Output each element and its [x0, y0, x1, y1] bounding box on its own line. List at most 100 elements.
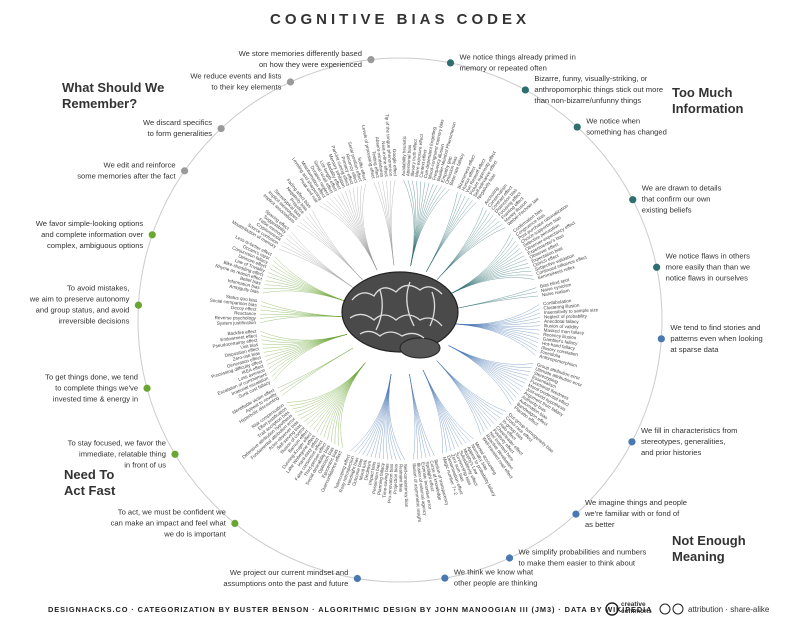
quadrant-label: Too Much — [672, 85, 732, 100]
group-description: as better — [585, 520, 615, 529]
branch-line — [388, 374, 406, 461]
bias-name: Confabulation — [543, 298, 572, 306]
group-description: existing beliefs — [642, 206, 692, 215]
group-dot — [629, 196, 637, 204]
group-description: at sparse data — [670, 345, 719, 354]
group-description: irreversible decisions — [59, 317, 130, 326]
bias-name: Pro-innovation bias — [387, 463, 394, 503]
group-description: and group status, and avoid — [36, 306, 130, 315]
group-description: something has changed — [586, 128, 667, 137]
branch-line — [409, 374, 431, 457]
bias-name: Pessimism bias — [371, 461, 381, 494]
branch-line — [319, 205, 378, 271]
group-description: we're familiar with or fond of — [584, 509, 680, 518]
group-description: complex, ambiguous options — [47, 241, 143, 250]
quadrant-label: What Should We — [62, 80, 164, 95]
group-dot — [143, 384, 151, 392]
group-description: can make an impact and feel what — [111, 518, 227, 527]
group-dot — [446, 59, 455, 67]
bias-name: Hot-hand fallacy — [542, 341, 576, 351]
group-dot — [231, 519, 239, 528]
bias-name: Planning fallacy — [377, 462, 386, 495]
branch-line — [448, 234, 511, 295]
bias-name: Impact bias — [367, 461, 376, 486]
branch-line — [329, 198, 378, 271]
group-description: other people are thinking — [454, 579, 538, 588]
group-description: assumptions onto the past and future — [223, 579, 348, 588]
branch-line — [410, 184, 438, 267]
group-dot — [367, 56, 375, 64]
group-description: to make them easier to think about — [519, 559, 636, 568]
bias-name: Google effect — [392, 149, 398, 177]
group-dot — [171, 450, 179, 458]
group-dot — [353, 574, 361, 583]
group-dot — [181, 167, 189, 175]
branch-line — [345, 191, 378, 271]
bias-name: Decoy effect — [231, 305, 257, 312]
bias-name: Unit bias — [240, 342, 259, 350]
group-description: and prior histories — [641, 448, 702, 457]
group-description: To get things done, we tend — [45, 372, 138, 381]
branch-line — [333, 196, 378, 271]
credits: DESIGNHACKS.CO · CATEGORIZATION BY BUSTE… — [48, 605, 652, 614]
branch-line — [388, 374, 401, 461]
branch-line — [448, 345, 512, 405]
branch-line — [297, 362, 366, 416]
bias-name: Insensitivity to sample size — [544, 307, 599, 315]
group-description: we aim to preserve autonomy — [29, 295, 130, 304]
group-description: invested time & energy in — [53, 394, 138, 403]
bias-name: Reverse psychology — [215, 315, 257, 320]
bias-name: Pseudocertainty effect — [212, 337, 258, 348]
branch-line — [436, 360, 488, 430]
branch-line — [448, 263, 529, 295]
branch-line — [410, 187, 446, 267]
bias-name: Endowment effect — [220, 333, 258, 342]
branch-line — [360, 185, 378, 271]
branch-line — [453, 287, 537, 310]
branch-line — [322, 203, 378, 271]
group-description: We imagine things and people — [585, 498, 687, 507]
bias-name: Illusion of external agency — [416, 463, 428, 517]
group-description: more easily than than we — [666, 262, 750, 271]
group-dot — [148, 231, 156, 239]
bias-name: Clustering illusion — [543, 303, 580, 311]
bias-name: Social comparison bias — [210, 298, 258, 308]
branch-line — [320, 362, 366, 436]
group-description: in front of us — [124, 460, 166, 469]
group-dot — [653, 263, 661, 271]
branch-line — [448, 277, 535, 295]
group-description: anthropomorphic things stick out more — [534, 85, 663, 94]
group-description: We fill in characteristics from — [641, 426, 738, 435]
branch-line — [277, 348, 353, 389]
bias-name: Anecdotal fallacy — [544, 319, 579, 324]
bias-name: Testing effect — [371, 151, 380, 179]
bias-name: Context effect — [419, 149, 428, 178]
group-description: We tend to find stories and — [670, 323, 760, 332]
group-description: to their key elements — [211, 82, 281, 91]
group-description: Bizarre, funny, visually-striking, or — [534, 74, 647, 83]
branch-line — [448, 345, 534, 365]
cc-icon — [605, 602, 619, 616]
bias-name: System justification — [217, 320, 257, 326]
brain — [341, 271, 459, 359]
branch-line — [453, 295, 538, 310]
bias-name: Illusion of validity — [544, 323, 580, 329]
quadrant-label: Need To — [64, 467, 114, 482]
branch-line — [448, 345, 517, 399]
group-dot — [573, 123, 581, 131]
bias-name: Spotlight effect — [425, 461, 436, 492]
bias-name: Projection bias — [393, 463, 399, 494]
group-description: to form generalities — [148, 129, 213, 138]
branch-line — [422, 369, 467, 444]
group-description: to complete things we've — [55, 383, 138, 392]
branch-line — [286, 362, 366, 403]
by-icon — [659, 603, 671, 615]
branch-line — [391, 180, 396, 266]
license: commons — [621, 608, 652, 615]
group-description: memory or repeated often — [459, 63, 546, 72]
branch-line — [448, 237, 514, 295]
group-description: stereotypes, generalities, — [641, 437, 725, 446]
quadrant-label: Meaning — [672, 549, 725, 564]
branch-line — [454, 308, 540, 325]
